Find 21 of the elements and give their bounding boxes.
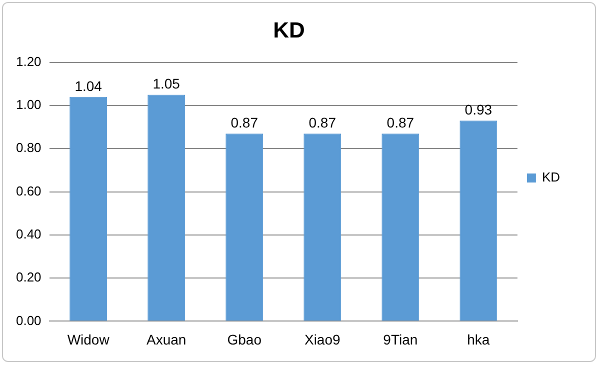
x-tick-label: Widow — [67, 331, 110, 348]
y-tick-label: 0.20 — [16, 270, 42, 285]
x-tick-label: 9Tian — [383, 331, 418, 348]
data-label: 0.87 — [386, 114, 414, 130]
y-tick-label: 1.20 — [16, 54, 42, 69]
legend-label: KD — [542, 170, 560, 185]
y-tick-label: 0.80 — [16, 140, 42, 156]
y-tick-label: 0.60 — [16, 183, 42, 198]
y-tick-label: 1.00 — [16, 97, 42, 112]
x-tick-label: Axuan — [146, 331, 186, 348]
data-label: 0.87 — [308, 114, 336, 130]
data-label: 0.93 — [464, 101, 492, 118]
y-tick-label: 0.40 — [16, 226, 42, 242]
data-label: 0.87 — [230, 114, 258, 130]
data-label: 1.04 — [74, 78, 102, 94]
y-tick-label: 0.00 — [16, 312, 42, 328]
x-tick-label: hka — [467, 331, 490, 348]
x-tick-label: Gbao — [227, 331, 262, 348]
x-tick-label: Xiao9 — [304, 331, 340, 348]
data-label: 1.05 — [152, 76, 180, 92]
chart-title: KD — [273, 17, 305, 42]
